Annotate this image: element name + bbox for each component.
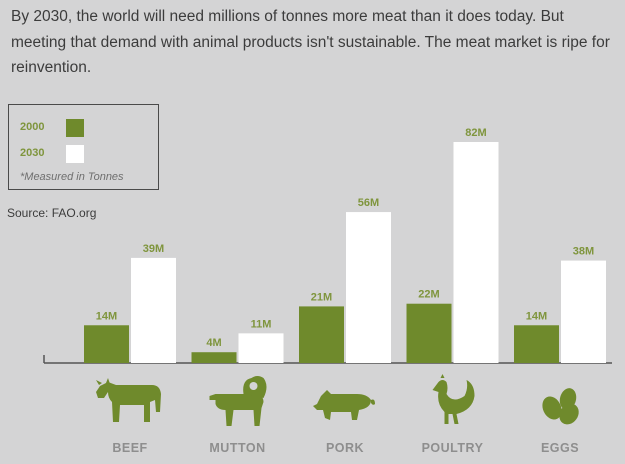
chicken-icon [432, 374, 475, 424]
bar-mutton-2000 [191, 352, 237, 363]
source-note: Source: FAO.org [7, 206, 97, 220]
legend-label-2000: 2000 [20, 121, 45, 133]
category-labels: BEEF MUTTON PORK POULTRY EGGS [112, 441, 579, 455]
value-label-poultry-2030: 82M [465, 127, 486, 139]
bar-mutton-2030 [238, 333, 284, 363]
value-label-beef-2030: 39M [143, 243, 164, 255]
bar-pork-2030 [346, 212, 391, 363]
eggs-icon [542, 388, 579, 425]
bar-poultry-2030 [453, 142, 499, 363]
bar-beef-2030 [131, 257, 176, 363]
value-label-pork-2030: 56M [358, 197, 379, 209]
category-label-poultry: POULTRY [422, 441, 484, 455]
intro-text: By 2030, the world will need millions of… [11, 8, 610, 76]
pig-icon [313, 390, 375, 420]
value-label-eggs-2030: 38M [573, 246, 594, 258]
category-label-beef: BEEF [112, 441, 147, 455]
bar-pork-2000 [299, 306, 344, 363]
value-label-poultry-2000: 22M [418, 289, 439, 301]
bars-group: 14M 39M 4M 11M 21M 56M 22M 82M 14M 38M [84, 127, 606, 363]
value-label-mutton-2030: 11M [251, 318, 272, 330]
bar-poultry-2000 [406, 303, 452, 363]
category-label-pork: PORK [326, 441, 364, 455]
cow-icon [96, 378, 161, 422]
legend-note: *Measured in Tonnes [20, 171, 124, 183]
bar-eggs-2030 [561, 260, 606, 363]
value-label-beef-2000: 14M [96, 310, 117, 322]
legend-label-2030: 2030 [20, 147, 45, 159]
value-label-mutton-2000: 4M [206, 337, 221, 349]
bar-eggs-2000 [514, 325, 559, 363]
value-label-eggs-2000: 14M [526, 310, 547, 322]
category-label-mutton: MUTTON [209, 441, 265, 455]
legend-swatch-2030 [66, 145, 84, 163]
ram-icon [209, 376, 267, 426]
bar-beef-2000 [84, 325, 129, 363]
value-label-pork-2000: 21M [311, 291, 332, 303]
chart-legend: 2000 2030 *Measured in Tonnes [8, 104, 159, 190]
category-label-eggs: EGGS [541, 441, 579, 455]
legend-swatch-2000 [66, 119, 84, 137]
category-icons [96, 374, 579, 426]
